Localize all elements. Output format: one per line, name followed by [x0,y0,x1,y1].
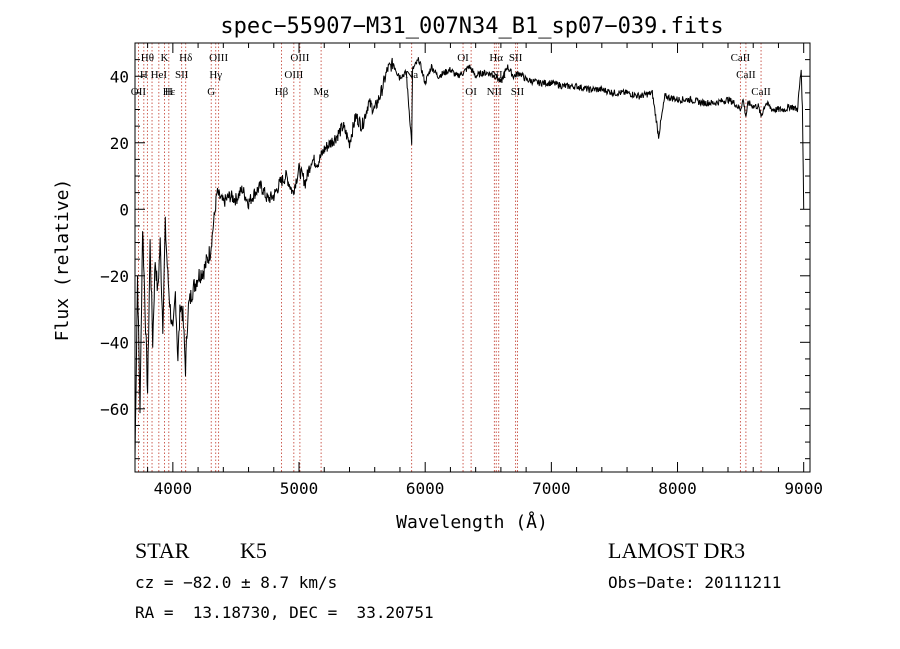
line-label: Mg [313,86,329,98]
chart-title: spec−55907−M31_007N34_B1_sp07−039.fits [220,14,723,39]
x-tick-label: 9000 [784,479,823,498]
line-label: Hε [163,86,176,98]
line-label: NII [487,86,503,98]
redshift-info: cz = −82.0 ± 8.7 km/s [135,573,338,592]
x-tick-label: 7000 [532,479,571,498]
spectrum-line [134,57,805,459]
x-axis-label: Wavelength (Å) [396,511,548,533]
emission-line-markers [138,43,762,472]
line-label: K [161,52,169,64]
y-axis-label: Flux (relative) [52,179,73,342]
object-subclass: K5 [240,538,267,563]
x-tick-label: 4000 [154,479,193,498]
line-label: NII [491,69,507,81]
line-label: OII [131,86,147,98]
y-tick-label: −40 [100,333,129,352]
line-label: OIII [290,52,309,64]
line-label: Hβ [275,86,289,98]
line-label: HeI [151,69,168,81]
ra-dec: RA = 13.18730, DEC = 33.20751 [135,603,434,622]
y-axis-ticks: −60 −40 −20 0 20 40 [100,59,810,460]
line-label: SII [511,86,525,98]
line-label: Hδ [179,52,192,64]
line-label: Hθ [141,52,154,64]
y-tick-label: 20 [110,134,129,153]
y-tick-label: 0 [119,200,129,219]
x-tick-label: 6000 [406,479,445,498]
line-label: OI [457,52,469,64]
line-label: H [140,69,148,81]
line-label: Na [405,69,418,81]
x-tick-label: 8000 [658,479,697,498]
line-label: CaII [736,69,756,81]
line-label: CaII [731,52,751,64]
line-label: OI [465,86,477,98]
line-label: CaII [751,86,771,98]
survey-name: LAMOST DR3 [608,538,746,563]
line-label: SII [509,52,523,64]
x-tick-label: 5000 [280,479,319,498]
line-label: H [165,86,173,98]
object-class: STAR [135,538,190,563]
spectrum-series [134,57,805,459]
line-label: SII [175,69,189,81]
plot-frame [134,42,811,473]
y-tick-label: 40 [110,67,129,86]
y-tick-label: −20 [100,267,129,286]
line-label: G [207,86,215,98]
line-label: OIII [209,52,228,64]
y-tick-label: −60 [100,400,129,419]
obs-date: Obs−Date: 20111211 [608,573,782,592]
line-label: Hγ [209,69,222,81]
x-axis-ticks: 4000 5000 6000 7000 8000 9000 [147,43,823,498]
line-label: OIII [284,69,303,81]
line-label: Hα [489,52,503,64]
